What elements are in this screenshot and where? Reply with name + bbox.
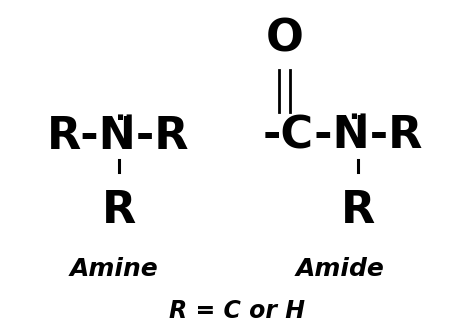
Text: R = C or H: R = C or H xyxy=(169,299,305,323)
Text: R: R xyxy=(101,189,136,232)
Text: -C-N̈-R: -C-N̈-R xyxy=(262,115,423,157)
Text: O: O xyxy=(265,17,303,60)
Text: Amine: Amine xyxy=(69,257,158,281)
Text: Amide: Amide xyxy=(296,257,384,281)
Text: R-N̈-R: R-N̈-R xyxy=(47,115,190,157)
Text: R: R xyxy=(341,189,375,232)
